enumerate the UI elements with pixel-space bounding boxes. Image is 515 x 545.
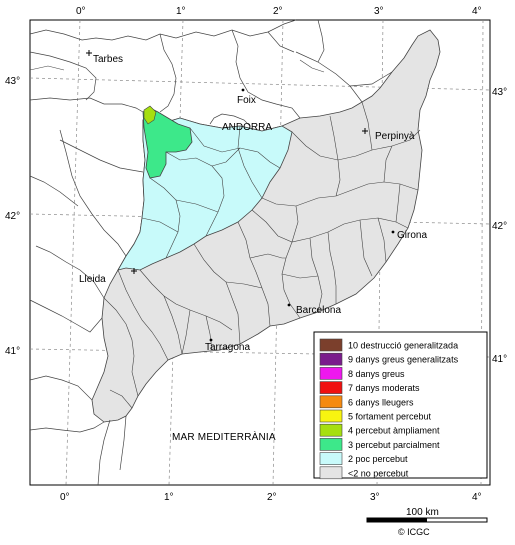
- lon-top-0: 0°: [76, 6, 86, 17]
- label-sea: MAR MEDITERRÀNIA: [172, 430, 276, 443]
- legend-swatch: [319, 438, 343, 451]
- comarca-borders: [103, 101, 421, 409]
- scale-label: 100 km: [406, 507, 439, 518]
- label-andorra: ANDORRA: [222, 122, 272, 133]
- lon-bottom-0: 0°: [60, 492, 70, 503]
- legend-swatch: [319, 409, 343, 423]
- scale-bar: 100 km: [366, 507, 488, 523]
- legend-swatch: [319, 338, 343, 352]
- lon-bottom-4: 4°: [472, 492, 482, 503]
- legend-label: 5 fortament percebut: [348, 412, 432, 422]
- legend-box: [313, 331, 488, 479]
- legend-label: 2 poc percebut: [348, 454, 408, 464]
- lat-right-41: 41°: [492, 354, 507, 365]
- lat-left-43: 43°: [5, 76, 20, 87]
- lon-bottom-2: 2°: [267, 492, 277, 503]
- label-tarbes: Tarbes: [93, 54, 123, 65]
- intensity-4-zone: [143, 105, 157, 125]
- copyright: © ICGC: [398, 527, 430, 537]
- lon-top-2: 2°: [273, 6, 283, 17]
- legend-label: 9 danys greus generalitzats: [348, 355, 459, 365]
- lon-bottom-3: 3°: [370, 492, 380, 503]
- legend-swatch: [319, 452, 343, 465]
- rivers: [29, 59, 325, 73]
- legend-swatch: [319, 395, 343, 409]
- city-dots: [209, 88, 395, 342]
- legend-swatch: [319, 381, 343, 394]
- legend-label: 4 percebut àmpliament: [348, 426, 440, 436]
- legend-label: 3 percebut parcialment: [348, 440, 440, 450]
- legend-label: 6 danys lleugers: [348, 397, 414, 407]
- lon-top-3: 3°: [374, 6, 384, 17]
- legend-label: 8 danys greus: [348, 369, 405, 379]
- legend-swatch: [319, 423, 343, 437]
- lon-top-4: 4°: [472, 6, 482, 17]
- lon-top-1: 1°: [176, 6, 186, 17]
- label-foix: Foix: [237, 95, 256, 106]
- intensity-3-zone: [142, 107, 193, 179]
- city-markers: [86, 50, 368, 274]
- label-tarragona: Tarragona: [205, 342, 250, 353]
- label-girona: Girona: [397, 230, 427, 241]
- lon-bottom-1: 1°: [164, 492, 174, 503]
- lat-left-42: 42°: [5, 211, 20, 222]
- legend-swatch: [319, 466, 343, 480]
- legend: 10 destrucció generalitzada 9 danys greus…: [313, 331, 488, 480]
- legend-swatch: [319, 367, 343, 380]
- legend-label: 7 danys moderats: [348, 383, 420, 393]
- legend-swatch: [319, 352, 343, 366]
- lat-right-43: 43°: [492, 87, 507, 98]
- label-perpinya: Perpinyà: [375, 131, 415, 142]
- lat-left-41: 41°: [5, 346, 20, 357]
- external-borders: [29, 19, 393, 486]
- lat-right-42: 42°: [492, 221, 507, 232]
- label-barcelona: Barcelona: [296, 305, 341, 316]
- legend-label: 10 destrucció generalitzada: [348, 341, 458, 351]
- legend-label: <2 no percebut: [348, 468, 409, 478]
- label-lleida: Lleida: [79, 274, 106, 285]
